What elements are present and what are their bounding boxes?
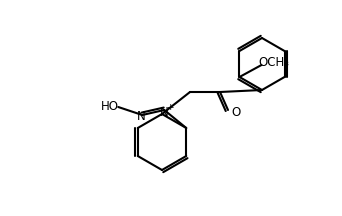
Text: N: N xyxy=(160,105,168,119)
Text: O: O xyxy=(232,105,241,119)
Text: OCH₃: OCH₃ xyxy=(258,57,289,70)
Text: +: + xyxy=(166,103,174,113)
Text: HO: HO xyxy=(101,100,119,113)
Text: N: N xyxy=(137,110,146,122)
